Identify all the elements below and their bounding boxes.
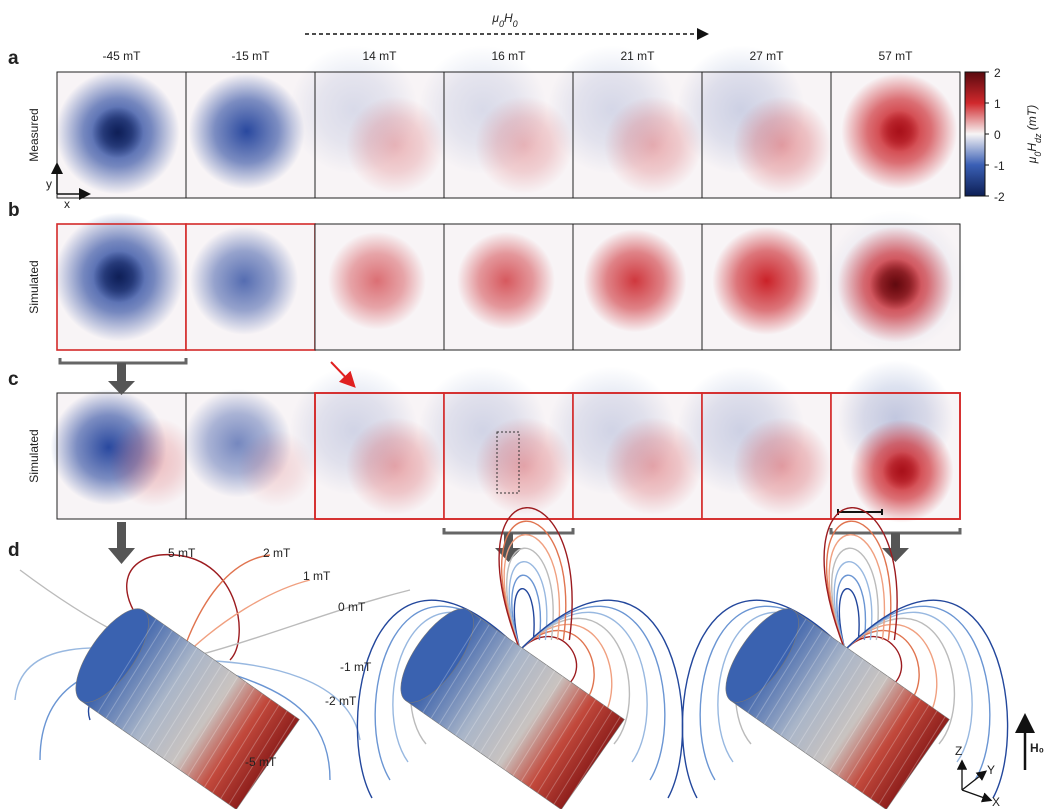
field-label: 21 mT	[620, 49, 655, 63]
colorbar-tick-label: -2	[994, 190, 1005, 204]
nanowire	[388, 598, 626, 809]
field-line	[180, 590, 410, 660]
figure: μ0H0 y x 2 1 0 -1 -2 μ0Hdz (mT) Z Y X H₀ -45…	[0, 0, 1044, 809]
field-line-label: 5 mT	[168, 546, 196, 560]
colorbar-ticks: 2 1 0 -1 -2	[985, 66, 1005, 204]
field-label: 16 mT	[491, 49, 526, 63]
label-part: H	[1025, 143, 1039, 152]
field-label: 14 mT	[362, 49, 397, 63]
map-blob	[583, 229, 686, 332]
map-blob	[190, 227, 298, 335]
applied-field: H₀	[1030, 741, 1044, 755]
label-part: 0	[513, 19, 518, 29]
nanowire	[713, 598, 951, 809]
map-blob	[92, 107, 144, 159]
map-blob	[879, 111, 920, 152]
label-part: H	[504, 11, 513, 25]
colorbar-tick-label: 0	[994, 128, 1001, 142]
field-line-label: 2 mT	[263, 546, 291, 560]
map-blob	[870, 259, 922, 311]
axis-x: X	[992, 795, 1000, 809]
panel-label: c	[8, 369, 19, 390]
axis-z: Z	[955, 744, 962, 758]
map-blob	[457, 232, 555, 330]
field-line-label: -5 mT	[245, 755, 277, 769]
row-label: Simulated	[27, 260, 41, 313]
panel-label: b	[8, 200, 20, 221]
label-part: dz	[1033, 133, 1043, 143]
row-label: Simulated	[27, 429, 41, 482]
map-blob	[733, 96, 831, 194]
field-label: -15 mT	[231, 49, 270, 63]
label-part: (mT)	[1025, 105, 1039, 134]
panels	[51, 45, 967, 522]
map-blob	[93, 251, 145, 303]
axis-label: x	[64, 197, 70, 211]
map-blob	[189, 73, 305, 189]
field-line	[180, 555, 270, 660]
field-line-label: 1 mT	[303, 569, 331, 583]
field-label: 27 mT	[749, 49, 784, 63]
axis-y: Y	[987, 763, 995, 777]
panel-label: a	[8, 48, 19, 69]
map-blob	[733, 417, 831, 515]
map-blob	[883, 452, 922, 491]
field-label: 57 mT	[878, 49, 913, 63]
row-label: Measured	[27, 108, 41, 161]
axis-label: y	[46, 177, 52, 191]
map-blob	[712, 227, 820, 335]
field-label: -45 mT	[102, 49, 141, 63]
colorbar-tick-label: 2	[994, 66, 1001, 80]
colorbar	[965, 72, 985, 196]
nanowire	[63, 598, 301, 809]
map-blob	[328, 232, 426, 330]
panel-label: d	[8, 540, 20, 561]
field-line-label: -1 mT	[340, 660, 372, 674]
axes-3d	[962, 718, 1025, 800]
field-line-label: -2 mT	[325, 694, 357, 708]
colorbar-label: μ0Hdz (mT)	[1025, 105, 1043, 164]
colorbar-tick-label: 1	[994, 97, 1001, 111]
field-axis-label: μ0H0	[491, 11, 517, 29]
field-line-label: 0 mT	[338, 600, 366, 614]
field-line	[180, 580, 310, 660]
colorbar-tick-label: -1	[994, 159, 1005, 173]
